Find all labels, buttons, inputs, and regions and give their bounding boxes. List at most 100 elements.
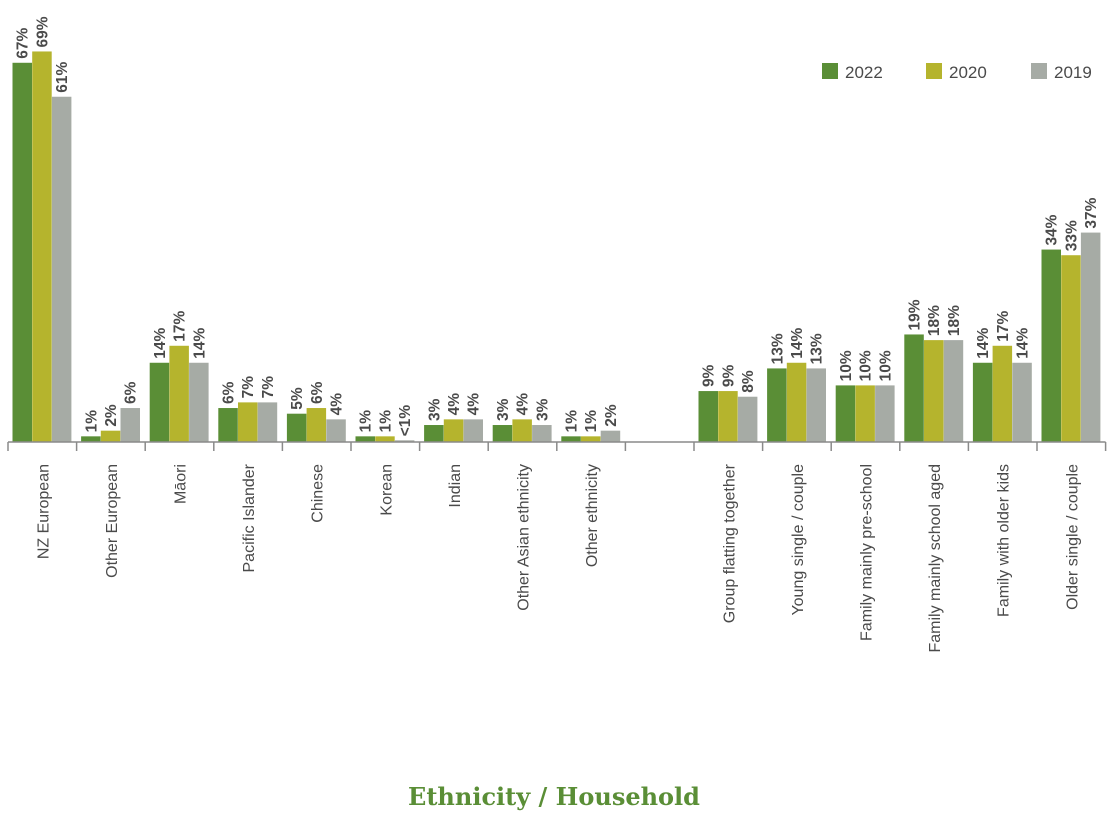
data-label-2022-1: 1% xyxy=(83,410,100,433)
bar-2019-7 xyxy=(532,425,552,442)
bar-2020-3 xyxy=(238,402,258,442)
bars-layer xyxy=(12,51,1101,443)
bar-2019-5 xyxy=(394,440,415,442)
data-labels-layer: 67% 69%61%1% 2%6%14%17%14%6% 7% 7%5% 6%4%1% 1%… xyxy=(15,16,1100,436)
bar-2019-13 xyxy=(943,340,964,442)
data-label-2020-10: 9% xyxy=(720,364,737,387)
data-label-2022-2: 14% xyxy=(152,328,169,359)
data-label-2022-14: 14% xyxy=(975,328,992,359)
category-label-2: Māori xyxy=(173,464,190,504)
bar-2020-10 xyxy=(718,391,738,442)
bar-2020-15 xyxy=(1061,255,1081,442)
category-label-6: Indian xyxy=(447,464,464,508)
bar-2019-10 xyxy=(737,396,758,442)
bar-2020-14 xyxy=(992,345,1013,442)
data-label-2020-0: 69% xyxy=(34,16,51,47)
data-label-2022-11: 13% xyxy=(769,333,786,364)
bar-2019-11 xyxy=(806,368,826,442)
bar-2020-11 xyxy=(786,362,807,442)
data-label-2020-1: 2% xyxy=(103,404,120,427)
bar-2022-7 xyxy=(492,425,513,442)
data-label-2019-15: 37% xyxy=(1083,197,1100,228)
category-label-8: Other ethnicity xyxy=(584,464,601,567)
bar-2022-8 xyxy=(561,436,581,442)
data-label-2019-3: 7% xyxy=(260,376,277,399)
bar-2019-14 xyxy=(1012,362,1032,442)
data-label-2020-7: 4% xyxy=(515,393,532,416)
data-label-2019-7: 3% xyxy=(534,398,551,421)
data-label-2020-15: 33% xyxy=(1063,220,1080,251)
bar-2022-3 xyxy=(218,408,238,442)
category-label-1: Other European xyxy=(104,464,121,578)
data-label-2019-2: 14% xyxy=(191,328,208,359)
bar-2022-12 xyxy=(835,385,856,442)
bar-2020-4 xyxy=(306,408,327,442)
legend-swatch-2022 xyxy=(822,63,838,79)
data-label-2020-8: 1% xyxy=(583,410,600,433)
data-label-2020-13: 18% xyxy=(926,305,943,336)
data-label-2019-10: 8% xyxy=(740,370,757,393)
data-label-2019-4: 4% xyxy=(329,393,346,416)
category-label-12: Family mainly pre-school xyxy=(859,464,876,641)
data-label-2022-8: 1% xyxy=(564,410,581,433)
bar-2019-2 xyxy=(189,362,209,442)
bar-2020-0 xyxy=(32,51,52,443)
data-label-2020-12: 10% xyxy=(858,350,875,381)
bar-2020-8 xyxy=(581,436,601,442)
category-label-13: Family mainly school aged xyxy=(927,464,944,653)
data-label-2022-10: 9% xyxy=(701,364,718,387)
data-label-2019-11: 13% xyxy=(809,333,826,364)
bar-2020-12 xyxy=(855,385,875,442)
bar-2020-5 xyxy=(375,436,395,442)
data-label-2019-13: 18% xyxy=(946,305,963,336)
category-label-0: NZ European xyxy=(35,464,52,559)
legend-swatch-2019 xyxy=(1031,63,1047,79)
legend-label-2020: 2020 xyxy=(949,63,987,82)
x-axis-title: Ethnicity / Household xyxy=(408,782,700,811)
bar-2022-4 xyxy=(286,413,307,442)
data-label-2019-8: 2% xyxy=(603,404,620,427)
data-label-2020-11: 14% xyxy=(789,328,806,359)
bar-2020-6 xyxy=(443,419,464,442)
data-label-2020-3: 7% xyxy=(240,376,257,399)
data-label-2022-5: 1% xyxy=(358,410,375,433)
bar-2020-2 xyxy=(169,345,189,442)
bar-2019-12 xyxy=(875,385,895,442)
bar-2019-6 xyxy=(463,419,483,442)
legend-label-2019: 2019 xyxy=(1054,63,1092,82)
data-label-2022-7: 3% xyxy=(495,398,512,421)
bar-2019-3 xyxy=(257,402,278,442)
data-label-2020-4: 6% xyxy=(309,381,326,404)
category-label-4: Chinese xyxy=(310,464,327,523)
category-label-3: Pacific Islander xyxy=(241,463,258,572)
bar-2022-0 xyxy=(12,62,32,442)
legend: 2022 2020 2019 xyxy=(822,63,1092,82)
bar-2022-15 xyxy=(1041,249,1061,442)
x-axis: NZ European Other European Māori Pacific Is… xyxy=(7,441,1107,653)
data-label-2022-3: 6% xyxy=(221,381,238,404)
data-label-2019-1: 6% xyxy=(123,381,140,404)
data-label-2019-5: <1% xyxy=(397,405,414,437)
category-label-5: Korean xyxy=(378,464,395,516)
bar-2019-15 xyxy=(1080,232,1101,442)
bar-2020-7 xyxy=(512,419,532,442)
data-label-2019-6: 4% xyxy=(466,393,483,416)
bar-2022-1 xyxy=(81,436,101,442)
data-label-2022-13: 19% xyxy=(907,299,924,330)
legend-swatch-2020 xyxy=(926,63,942,79)
data-label-2020-5: 1% xyxy=(377,410,394,433)
bar-2019-1 xyxy=(120,408,140,442)
data-label-2022-4: 5% xyxy=(289,387,306,410)
legend-label-2022: 2022 xyxy=(845,63,883,82)
data-label-2022-0: 67% xyxy=(15,28,32,59)
data-label-2022-6: 3% xyxy=(426,398,443,421)
category-label-11: Young single / couple xyxy=(790,464,807,616)
bar-2022-13 xyxy=(904,334,924,442)
data-label-2019-12: 10% xyxy=(877,350,894,381)
bar-2020-13 xyxy=(924,340,944,442)
category-label-14: Family with older kids xyxy=(996,464,1013,617)
data-label-2022-15: 34% xyxy=(1044,214,1061,245)
data-label-2022-12: 10% xyxy=(838,350,855,381)
bar-2022-5 xyxy=(355,436,375,442)
